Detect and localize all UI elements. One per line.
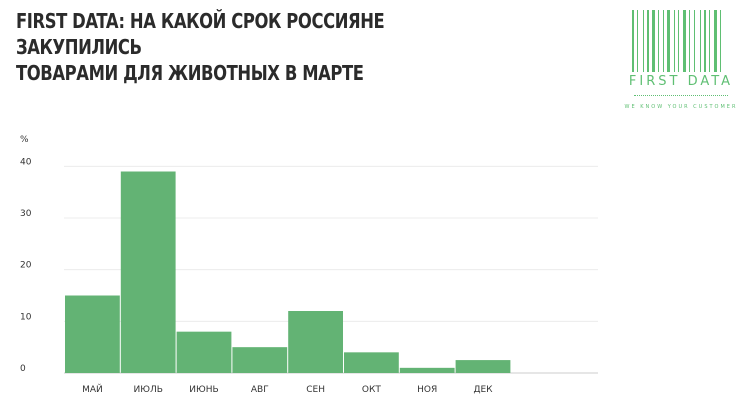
bars xyxy=(65,171,511,373)
barcode-stripe xyxy=(700,10,701,72)
barcode-stripe xyxy=(652,10,655,72)
barcode-stripe xyxy=(694,10,695,72)
bar-4 xyxy=(232,347,288,373)
x-tick-label: ДЕК xyxy=(473,385,493,395)
barcode-stripe xyxy=(683,10,686,72)
bar-8 xyxy=(455,360,511,373)
x-tick-label: СЕН xyxy=(306,385,325,395)
chart-title: FIRST DATA: НА КАКОЙ СРОК РОССИЯНЕ ЗАКУП… xyxy=(16,8,475,86)
logo-tagline: WE KNOW YOUR CUSTOMER xyxy=(624,104,738,110)
y-axis-label: % xyxy=(20,135,29,145)
x-tick-label: ИЮЛЬ xyxy=(134,385,163,395)
first-data-logo: FIRST DATA WE KNOW YOUR CUSTOMER xyxy=(618,8,744,114)
barcode-stripe xyxy=(678,10,679,72)
barcode-stripe xyxy=(709,10,710,72)
y-tick-label: 40 xyxy=(20,157,32,167)
barcode-icon xyxy=(632,10,721,72)
bar-7 xyxy=(399,367,455,373)
x-tick-label: МАЙ xyxy=(82,383,103,395)
bar-3 xyxy=(176,331,232,373)
title-line-1: FIRST DATA: НА КАКОЙ СРОК РОССИЯНЕ ЗАКУП… xyxy=(16,9,385,59)
bar-1 xyxy=(65,295,120,373)
bar-5 xyxy=(288,311,343,373)
x-tick-labels: МАЙ ИЮЛЬ ИЮНЬ АВГ СЕН ОКТ НОЯ ДЕК xyxy=(82,383,493,395)
logo-divider xyxy=(634,95,728,96)
barcode-stripe xyxy=(637,10,638,72)
title-line-2: ТОВАРАМИ ДЛЯ ЖИВОТНЫХ В МАРТЕ xyxy=(16,61,364,85)
barcode-stripe xyxy=(714,10,717,72)
bar-2 xyxy=(120,171,176,373)
x-tick-label: НОЯ xyxy=(417,385,437,395)
barcode-stripe xyxy=(689,10,690,72)
barcode-stripe xyxy=(720,10,721,72)
logo-brand-text: FIRST DATA xyxy=(628,74,734,89)
bar-6 xyxy=(344,352,399,373)
y-tick-label: 10 xyxy=(20,312,32,322)
barcode-stripe xyxy=(632,10,634,72)
barcode-stripe xyxy=(647,10,649,72)
x-tick-label: АВГ xyxy=(251,385,269,395)
y-tick-labels: 0 10 20 30 40 xyxy=(20,157,32,374)
x-tick-label: ОКТ xyxy=(362,385,381,395)
y-tick-label: 20 xyxy=(20,261,32,271)
barcode-stripe xyxy=(663,10,664,72)
y-tick-label: 0 xyxy=(20,364,26,374)
barcode-stripe xyxy=(704,10,706,72)
barcode-stripe xyxy=(674,10,675,72)
barcode-stripe xyxy=(667,10,670,72)
barcode-stripe xyxy=(658,10,659,72)
barcode-stripe xyxy=(643,10,644,72)
x-tick-label: ИЮНЬ xyxy=(189,385,218,395)
y-tick-label: 30 xyxy=(20,209,32,219)
